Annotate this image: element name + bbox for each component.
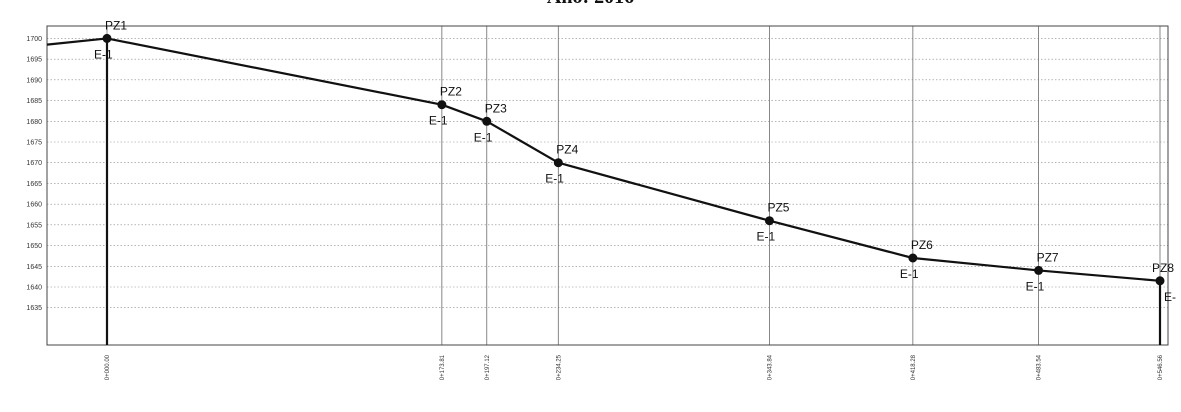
y-tick-label: 1665 — [26, 181, 42, 188]
point-label: PZ1 — [105, 18, 127, 32]
y-tick-label: 1695 — [26, 57, 42, 64]
point-label: PZ4 — [556, 143, 578, 157]
data-point-pz1 — [102, 33, 112, 43]
point-label: PZ6 — [911, 238, 933, 252]
point-sublabel: E-1 — [900, 267, 919, 281]
data-point-pz5 — [764, 216, 774, 226]
point-sublabel: E-1 — [1026, 279, 1045, 293]
series-line-layer — [46, 37, 1162, 345]
data-point-pz4 — [553, 158, 563, 168]
y-tick-label: 1680 — [26, 119, 42, 126]
data-points — [102, 33, 1165, 286]
point-sublabel: E-1 — [429, 114, 448, 128]
data-point-pz6 — [908, 253, 918, 263]
series-line — [46, 37, 1161, 282]
data-point-pz8 — [1155, 276, 1165, 286]
y-tick-label: 1635 — [26, 305, 42, 312]
plot-border — [46, 25, 1169, 346]
plot-frame — [46, 25, 1169, 346]
x-tick-label: 0+173.81 — [440, 354, 446, 380]
x-tick-label: 0+418.28 — [911, 354, 917, 380]
point-label: PZ8 — [1152, 261, 1174, 275]
y-tick-label: 1640 — [26, 285, 42, 292]
point-sublabel: E-1 — [756, 230, 775, 244]
y-tick-label: 1650 — [26, 243, 42, 250]
y-tick-label: 1685 — [26, 98, 42, 105]
x-tick-label: 0+000.00 — [105, 354, 111, 380]
data-point-pz7 — [1034, 265, 1044, 275]
point-sublabel: E- — [1164, 290, 1176, 304]
point-label: PZ7 — [1037, 250, 1059, 264]
point-label: PZ3 — [485, 101, 507, 115]
x-tick-label: 0+343.84 — [767, 354, 773, 380]
x-tick-label: 0+234.25 — [556, 354, 562, 380]
point-labels: PZ1 E-1 PZ2 E-1 PZ3 E-1 PZ4 E-1 PZ5 E-1 PZ6 E-1 PZ7 E… — [94, 18, 1176, 303]
y-tick-label: 1655 — [26, 222, 42, 229]
grid-layer — [47, 26, 1168, 345]
y-tick-label: 1660 — [26, 202, 42, 209]
x-tick-label: 0+197.12 — [485, 354, 491, 380]
data-point-pz3 — [482, 116, 492, 126]
y-axis-ticks: 1700 1695 1690 1685 1680 1675 1670 1665 1660 1655… — [26, 36, 42, 312]
y-tick-label: 1690 — [26, 77, 42, 84]
y-tick-label: 1675 — [26, 140, 42, 147]
y-tick-label: 1700 — [26, 36, 42, 43]
y-tick-label: 1645 — [26, 264, 42, 271]
point-label: PZ2 — [440, 85, 462, 99]
point-label: PZ5 — [767, 201, 789, 215]
x-tick-label: 0+546.56 — [1158, 354, 1164, 380]
point-sublabel: E-1 — [474, 130, 493, 144]
point-sublabel: E-1 — [94, 47, 113, 61]
chart-title: Año: 2016 — [0, 0, 1181, 9]
y-tick-label: 1670 — [26, 160, 42, 167]
point-sublabel: E-1 — [545, 172, 564, 186]
x-axis-ticks: 0+000.00 0+173.81 0+197.12 0+234.25 0+343.84… — [105, 354, 1164, 380]
x-tick-label: 0+483.54 — [1037, 354, 1043, 380]
data-point-pz2 — [437, 100, 447, 110]
